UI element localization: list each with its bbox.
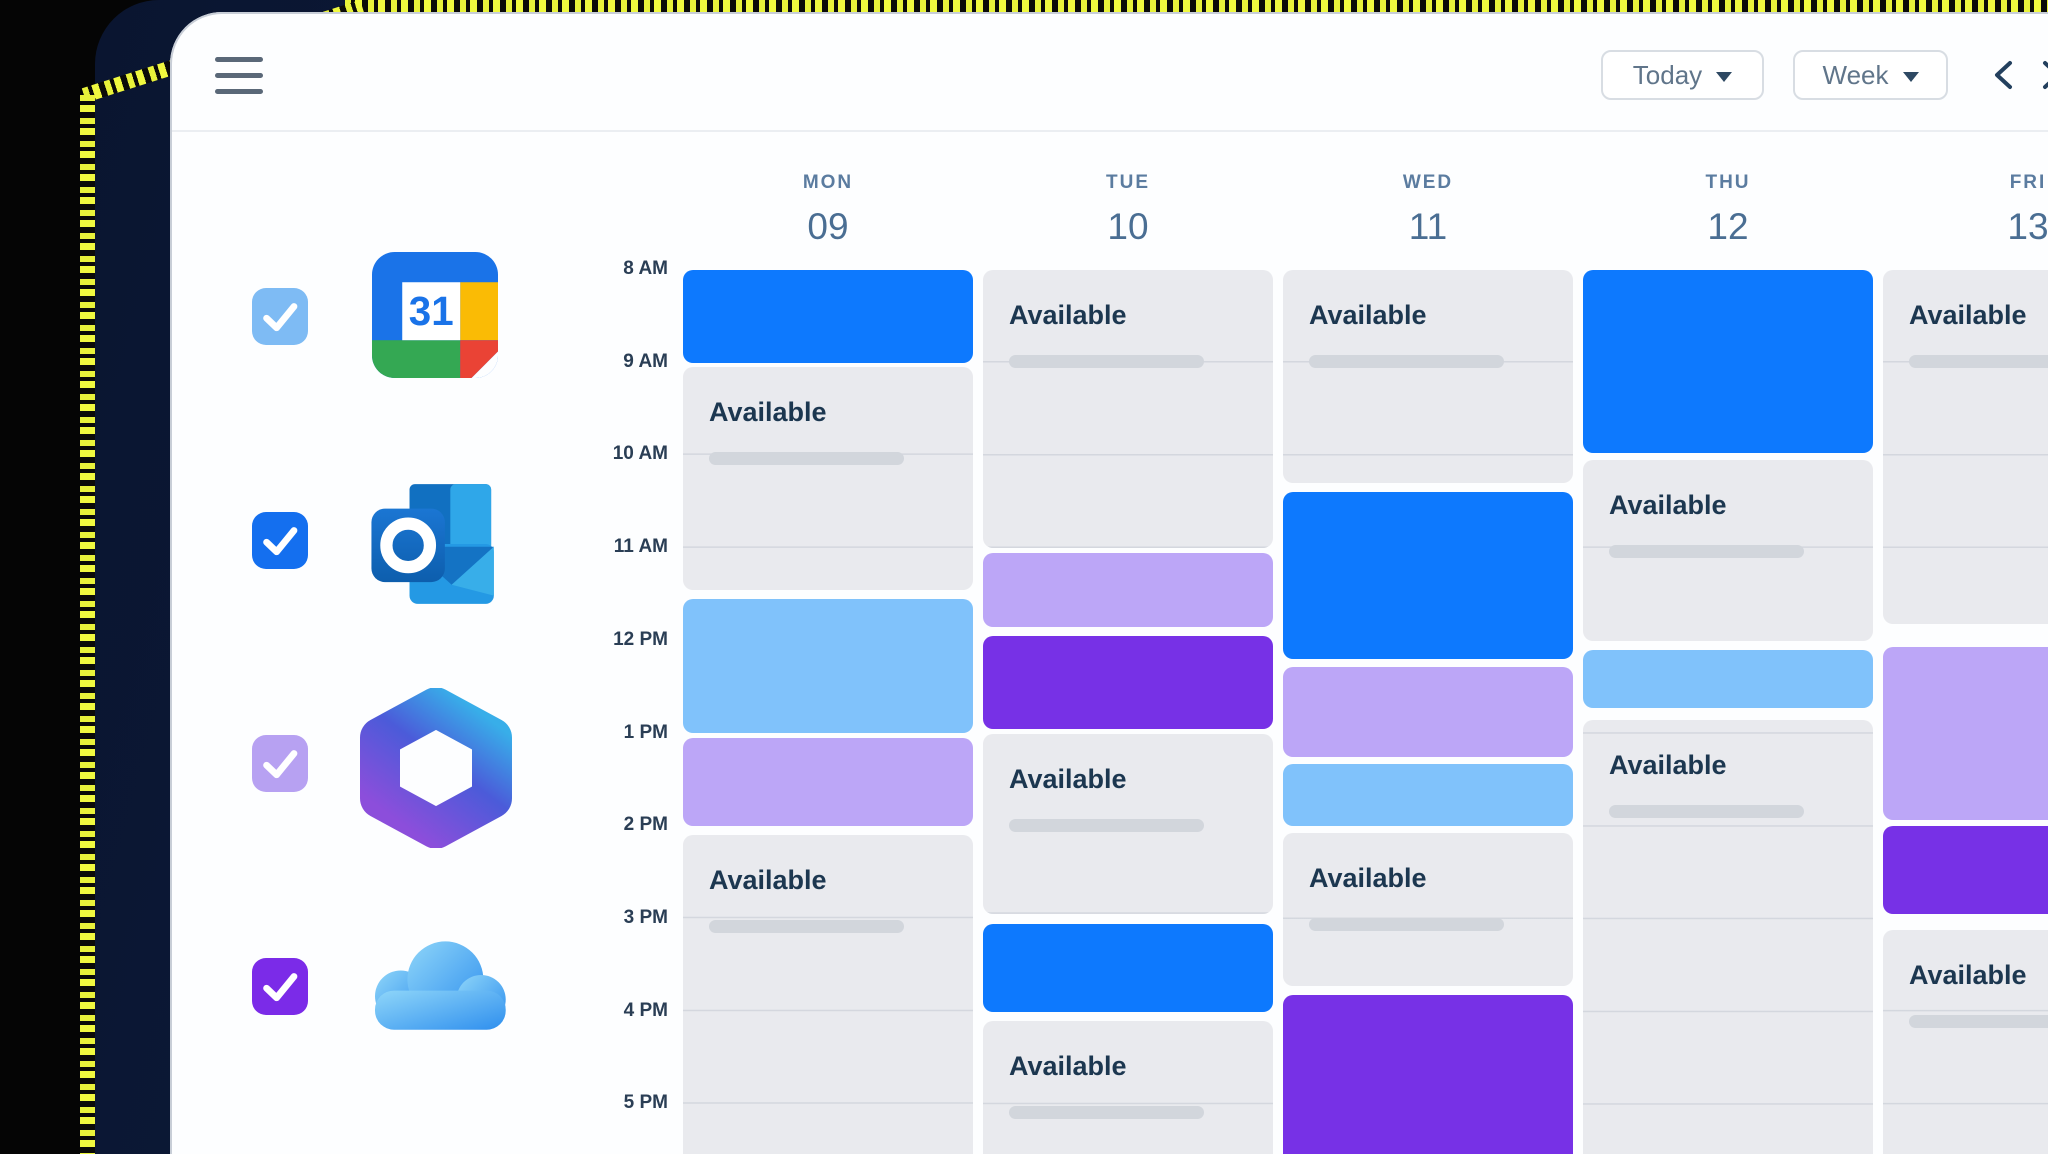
- time-label: 1 PM: [623, 721, 668, 743]
- day-name: MON: [802, 172, 854, 193]
- day-header-fri: FRI 13: [1883, 172, 2048, 248]
- time-label: 11 AM: [613, 536, 668, 558]
- availability-bar: [1909, 1015, 2048, 1029]
- calendar-event-lavender[interactable]: [1883, 647, 2048, 820]
- svg-text:31: 31: [409, 288, 454, 334]
- day-date: 13: [2007, 206, 2048, 247]
- availability-label: Available: [1009, 300, 1127, 330]
- day-header-wed: WED 11: [1283, 172, 1573, 248]
- day-date: 12: [1707, 206, 1749, 247]
- availability-bar: [1009, 1105, 1205, 1119]
- time-label: 3 PM: [623, 906, 668, 928]
- availability-bar: [1309, 917, 1505, 931]
- time-label: 12 PM: [613, 628, 668, 650]
- availability-bar: [709, 920, 905, 934]
- time-label: 9 AM: [623, 350, 668, 372]
- chevron-left-icon[interactable]: [1985, 55, 2023, 95]
- time-label: 10 AM: [612, 443, 668, 465]
- checkmark-icon: [263, 750, 298, 779]
- hamburger-menu-icon[interactable]: [215, 57, 263, 94]
- week-button-label: Week: [1822, 59, 1889, 90]
- availability-block[interactable]: Available: [683, 367, 973, 590]
- checkmark-icon: [263, 973, 298, 1002]
- availability-bar: [1909, 355, 2048, 368]
- source-checkbox-icloud[interactable]: [252, 958, 308, 1015]
- availability-bar: [1609, 545, 1805, 559]
- availability-block[interactable]: Available: [983, 270, 1273, 549]
- time-label: 5 PM: [623, 1092, 668, 1114]
- time-label: 4 PM: [623, 999, 668, 1021]
- availability-bar: [709, 452, 905, 466]
- availability-label: Available: [1309, 300, 1427, 330]
- microsoft-365-icon: [356, 687, 516, 853]
- day-name: THU: [1705, 172, 1751, 193]
- decorative-noise-left: [80, 95, 95, 1154]
- week-view-button[interactable]: Week: [1793, 50, 1948, 100]
- day-date: 10: [1107, 206, 1149, 247]
- calendar-event-light-blue[interactable]: [683, 599, 973, 734]
- google-calendar-icon: 31: [372, 252, 498, 383]
- availability-label: Available: [1609, 749, 1727, 780]
- availability-label: Available: [709, 865, 827, 896]
- caret-down-icon: [1716, 72, 1733, 82]
- calendar-event-blue[interactable]: [1583, 270, 1873, 453]
- availability-bar: [1309, 355, 1505, 368]
- availability-label: Available: [1909, 300, 2027, 330]
- availability-block[interactable]: Available: [1583, 460, 1873, 641]
- calendar-event-blue[interactable]: [683, 270, 973, 363]
- calendar-event-light-blue[interactable]: [1583, 650, 1873, 709]
- calendar-event-purple[interactable]: [1283, 994, 1573, 1154]
- day-header-thu: THU 12: [1583, 172, 1873, 248]
- availability-block[interactable]: Available: [983, 733, 1273, 915]
- source-checkbox-google-calendar[interactable]: [252, 288, 308, 345]
- calendar-event-lavender[interactable]: [1283, 666, 1573, 757]
- calendar-event-lavender[interactable]: [983, 552, 1273, 627]
- availability-bar: [1009, 818, 1205, 832]
- day-name: WED: [1402, 172, 1454, 193]
- checkmark-icon: [263, 527, 298, 556]
- day-date: 11: [1408, 206, 1448, 247]
- time-label: 8 AM: [623, 258, 668, 279]
- day-header-mon: MON 09: [683, 172, 973, 248]
- availability-block[interactable]: Available: [1283, 832, 1573, 986]
- calendar-event-purple[interactable]: [983, 636, 1273, 729]
- calendar-event-purple[interactable]: [1883, 826, 2048, 915]
- outlook-icon: [366, 476, 502, 617]
- day-date: 09: [807, 206, 849, 247]
- calendar-event-blue[interactable]: [983, 923, 1273, 1012]
- time-label: 2 PM: [623, 814, 668, 836]
- calendar-event-blue[interactable]: [1283, 492, 1573, 660]
- availability-bar: [1609, 804, 1805, 818]
- today-button-label: Today: [1632, 59, 1703, 90]
- day-header-tue: TUE 10: [983, 172, 1273, 248]
- availability-block[interactable]: Available: [983, 1020, 1273, 1154]
- availability-label: Available: [1909, 960, 2027, 991]
- chevron-right-icon[interactable]: [2032, 55, 2048, 95]
- availability-block[interactable]: Available: [1583, 719, 1873, 1154]
- caret-down-icon: [1902, 72, 1919, 82]
- decorative-noise-top: [345, 0, 2048, 13]
- calendar-event-light-blue[interactable]: [1283, 764, 1573, 827]
- calendar-event-lavender[interactable]: [683, 738, 973, 827]
- availability-block[interactable]: Available: [1883, 270, 2048, 625]
- day-name: TUE: [1106, 172, 1150, 193]
- availability-label: Available: [709, 397, 827, 428]
- today-button[interactable]: Today: [1601, 50, 1764, 100]
- availability-bar: [1009, 355, 1205, 368]
- availability-label: Available: [1609, 490, 1727, 521]
- checkmark-icon: [263, 303, 298, 332]
- availability-label: Available: [1309, 862, 1427, 893]
- availability-label: Available: [1009, 1050, 1127, 1081]
- source-checkbox-outlook[interactable]: [252, 512, 308, 569]
- availability-block[interactable]: Available: [1883, 930, 2048, 1154]
- availability-label: Available: [1009, 763, 1127, 794]
- availability-block[interactable]: Available: [1283, 270, 1573, 484]
- header-divider: [172, 130, 2048, 132]
- availability-block[interactable]: Available: [683, 835, 973, 1154]
- icloud-icon: [356, 928, 518, 1047]
- source-checkbox-microsoft-365[interactable]: [252, 735, 308, 792]
- day-name: FRI: [2009, 172, 2047, 193]
